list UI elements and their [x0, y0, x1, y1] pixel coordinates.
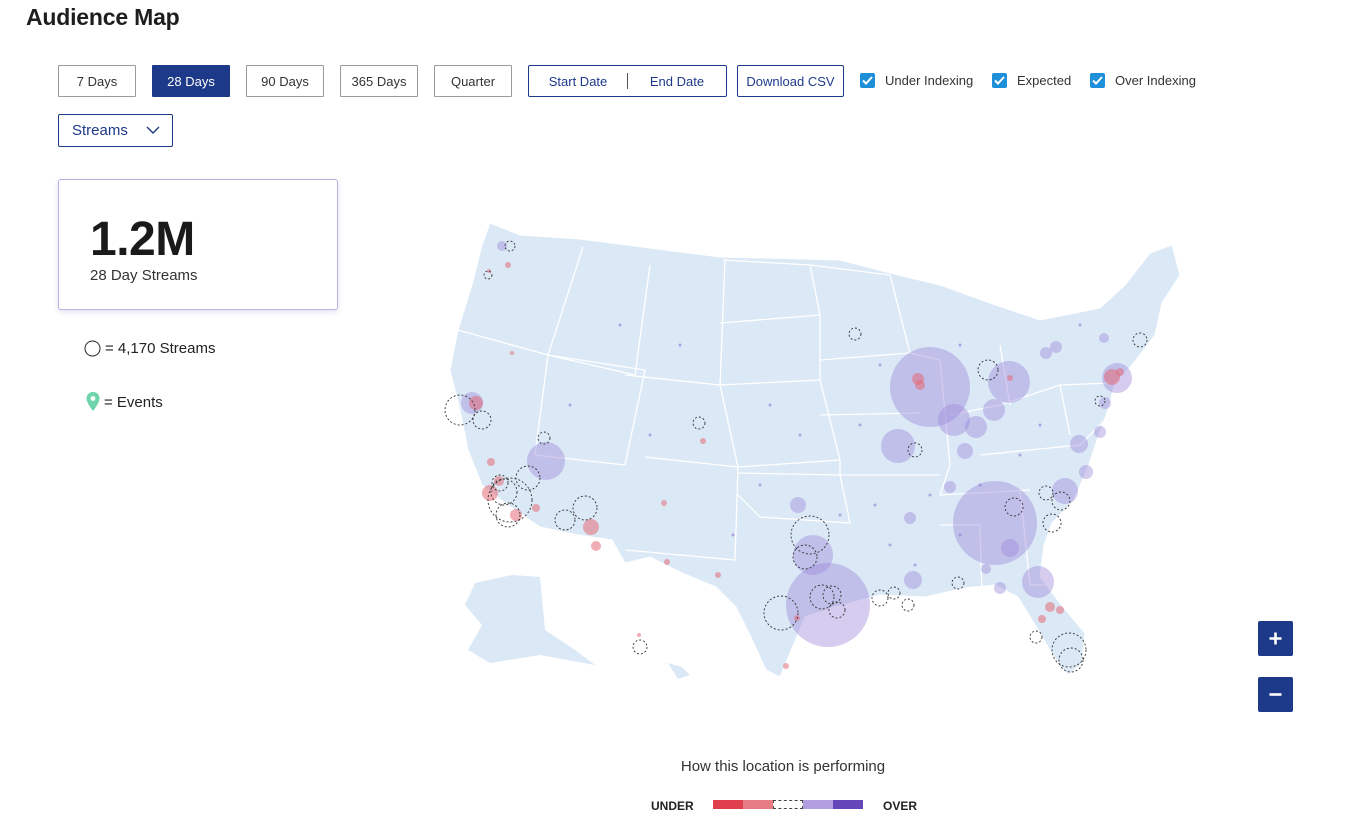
metric-select[interactable]: Streams: [58, 114, 173, 147]
range-button-28-days[interactable]: 28 Days: [152, 65, 230, 97]
legend-pin-text: = Events: [104, 393, 163, 411]
hawaii-shape: [668, 663, 690, 679]
filter-label-over-indexing: Over Indexing: [1115, 73, 1196, 88]
filter-label-under-indexing: Under Indexing: [885, 73, 974, 88]
scale-swatch-under-light: [743, 800, 773, 809]
range-button-365-days[interactable]: 365 Days: [340, 65, 418, 97]
download-csv-button[interactable]: Download CSV: [737, 65, 844, 97]
plus-icon: [1269, 632, 1282, 645]
stat-label: 28 Day Streams: [90, 267, 198, 284]
chevron-down-icon: [146, 126, 160, 134]
page-title: Audience Map: [26, 4, 180, 30]
zoom-in-button[interactable]: [1258, 621, 1293, 656]
checkbox-under-indexing[interactable]: [860, 73, 875, 88]
minus-icon: [1269, 693, 1282, 696]
stat-card: 1.2M 28 Day Streams: [58, 179, 338, 310]
performance-title: How this location is performing: [680, 758, 886, 775]
legend-pin-row: = Events: [86, 392, 163, 412]
us-map-svg: [444, 222, 1181, 679]
scale-swatch-over-strong: [833, 800, 863, 809]
map-pin-icon: [86, 392, 100, 411]
range-button-7-days[interactable]: 7 Days: [58, 65, 136, 97]
range-button-90-days[interactable]: 90 Days: [246, 65, 324, 97]
checkmark-icon: [994, 76, 1005, 85]
checkbox-over-indexing[interactable]: [1090, 73, 1105, 88]
filter-expected[interactable]: Expected: [992, 73, 1071, 88]
filter-over-indexing[interactable]: Over Indexing: [1090, 73, 1196, 88]
state-borders: [457, 246, 1111, 598]
scale-swatch-over-light: [803, 800, 833, 809]
zoom-out-button[interactable]: [1258, 677, 1293, 712]
over-bubbles: [461, 241, 1132, 647]
checkbox-expected[interactable]: [992, 73, 1007, 88]
expected-circles: [444, 240, 1148, 673]
start-date-field[interactable]: Start Date: [548, 73, 608, 89]
filter-under-indexing[interactable]: Under Indexing: [860, 73, 973, 88]
checkmark-icon: [1092, 76, 1103, 85]
performance-under-label: UNDER: [651, 799, 694, 813]
alaska-shape: [465, 575, 595, 665]
legend-circle-text: = 4,170 Streams: [105, 340, 216, 357]
checkmark-icon: [862, 76, 873, 85]
scale-swatch-under-strong: [713, 800, 743, 809]
circle-outline-icon: [84, 340, 101, 357]
date-range-divider: [627, 73, 628, 89]
filter-label-expected: Expected: [1017, 73, 1072, 88]
performance-over-label: OVER: [883, 799, 918, 813]
audience-map[interactable]: [420, 205, 1200, 695]
tiny-markers: [568, 323, 1082, 567]
under-bubbles: [469, 262, 1124, 669]
legend-circle-row: = 4,170 Streams: [84, 340, 215, 357]
range-button-quarter[interactable]: Quarter: [434, 65, 512, 97]
date-range-picker[interactable]: Start Date End Date: [528, 65, 727, 97]
scale-swatch-expected: [773, 800, 803, 809]
end-date-field[interactable]: End Date: [649, 73, 705, 89]
metric-select-value: Streams: [72, 122, 128, 139]
stat-value: 1.2M: [90, 213, 195, 266]
performance-scale: [713, 800, 863, 809]
